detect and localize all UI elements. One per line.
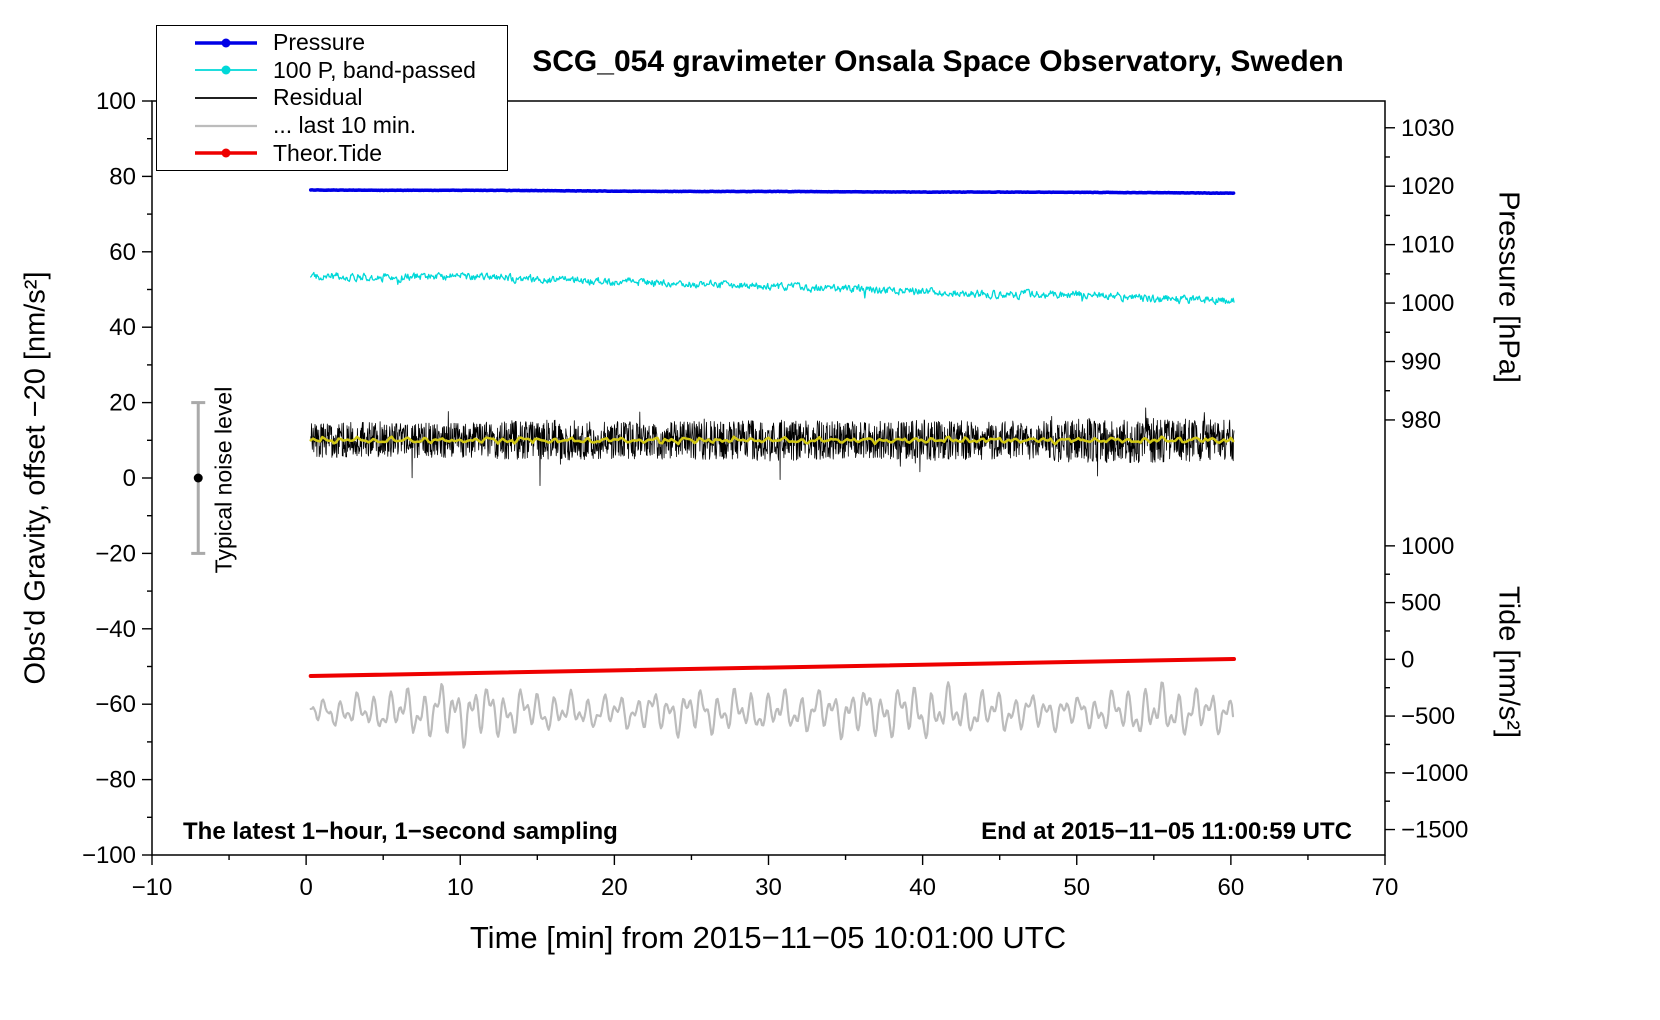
legend-item-last-10-min: ... last 10 min. [193, 114, 507, 137]
left-tick-label: 100 [96, 88, 136, 115]
x-tick-label: 10 [447, 874, 474, 901]
left-tick-label: 20 [109, 390, 136, 417]
left-tick-label: 60 [109, 239, 136, 266]
plot-border [151, 100, 1386, 856]
left-tick-label: 40 [109, 314, 136, 341]
legend-label-last-10-min: ... last 10 min. [273, 112, 417, 139]
legend-sample-theor-tide [195, 148, 257, 158]
series-residual-smoothed [309, 435, 1235, 446]
noise-level-bar [191, 401, 206, 555]
x-tick-label: 50 [1063, 874, 1090, 901]
pressure-tick-label: 1030 [1401, 115, 1454, 142]
legend-item-residual: Residual [193, 86, 507, 109]
tide-axis-label: Tide [nm/s²] [1492, 585, 1525, 739]
noise-level-label: Typical noise level [210, 386, 237, 574]
series-last-10-min [309, 681, 1235, 749]
legend-item-band-passed: 100 P, band-passed [193, 56, 507, 83]
x-tick-label: 40 [909, 874, 936, 901]
legend-sample-last-10-min [195, 124, 257, 127]
series-lines [308, 188, 1236, 749]
chart-title: SCG_054 gravimeter Onsala Space Observat… [532, 45, 1344, 78]
pressure-tick-label: 1010 [1401, 232, 1454, 259]
x-tick-label: 60 [1218, 874, 1245, 901]
legend-item-theor-tide: Theor.Tide [193, 139, 507, 166]
legend-item-pressure: Pressure [193, 31, 507, 54]
tide-tick-label: 500 [1401, 590, 1441, 617]
legend-label-residual: Residual [273, 84, 363, 111]
pressure-axis-label: Pressure [hPa] [1492, 191, 1525, 383]
x-axis-label: Time [min] from 2015−11−05 10:01:00 UTC [469, 920, 1067, 955]
x-tick-label: 20 [601, 874, 628, 901]
legend-label-pressure: Pressure [273, 29, 366, 56]
left-tick-label: 0 [123, 465, 136, 492]
left-tick-label: −60 [95, 691, 136, 718]
series-pressure [308, 188, 1236, 195]
x-tick-label: 0 [299, 874, 312, 901]
x-tick-label: −10 [132, 874, 173, 901]
left-tick-label: −20 [95, 540, 136, 567]
series-band-passed [310, 271, 1235, 306]
left-tick-label: 80 [109, 163, 136, 190]
tide-tick-label: 1000 [1401, 533, 1454, 560]
tide-tick-label: −1000 [1401, 760, 1468, 787]
pressure-tick-label: 990 [1401, 349, 1441, 376]
series-theor-tide [308, 657, 1236, 678]
legend-label-band-passed: 100 P, band-passed [273, 56, 476, 83]
legend-sample-band-passed [195, 65, 257, 75]
tide-tick-label: −1500 [1401, 817, 1468, 844]
left-axis-label: Obs'd Gravity, offset −20 [nm/s²] [19, 271, 52, 685]
legend: Pressure 100 P, band-passed Residual... la… [156, 25, 508, 171]
pressure-tick-label: 980 [1401, 407, 1441, 434]
tide-tick-label: −500 [1401, 703, 1455, 730]
pressure-tick-label: 1020 [1401, 173, 1454, 200]
x-tick-label: 30 [755, 874, 782, 901]
left-tick-label: −40 [95, 616, 136, 643]
x-tick-label: 70 [1372, 874, 1399, 901]
series-residual [310, 407, 1235, 486]
tick-labels: −10 0 10 20 30 40 50 60 70−100−80−60−40−20020406… [82, 88, 1468, 901]
end-time-annotation: End at 2015−11−05 11:00:59 UTC [981, 818, 1352, 845]
legend-label-theor-tide: Theor.Tide [273, 139, 383, 166]
axis-ticks [142, 100, 1395, 865]
pressure-tick-label: 1000 [1401, 290, 1454, 317]
legend-sample-pressure [195, 38, 257, 48]
left-tick-label: −100 [82, 842, 136, 869]
legend-sample-residual [195, 97, 257, 99]
noise-level-dot [193, 473, 203, 483]
sampling-annotation: The latest 1−hour, 1−second sampling [183, 818, 618, 845]
left-tick-label: −80 [95, 767, 136, 794]
tide-tick-label: 0 [1401, 646, 1414, 673]
